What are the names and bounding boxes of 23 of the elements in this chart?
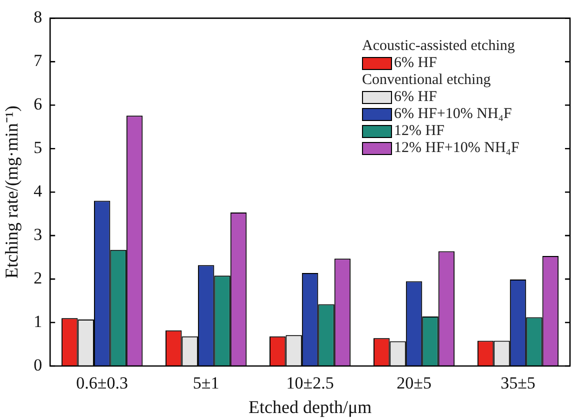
y-tick-label: 1: [34, 312, 42, 331]
y-tick-label: 0: [34, 355, 42, 374]
y-tick-label: 6: [34, 94, 42, 114]
y-tick-label: 5: [34, 138, 42, 158]
y-tick-label: 4: [34, 182, 43, 201]
legend-label: 6% HF: [394, 55, 437, 72]
annotation: Acoustic-assisted etching: [362, 38, 516, 55]
legend-label: 12% HF: [394, 123, 444, 140]
legend-label: 6% HF: [394, 89, 437, 106]
y-axis-title: Etching rate/(mg·min⁻¹): [2, 106, 22, 279]
x-tick-label: 35±5: [500, 374, 536, 393]
y-tick-label: 8: [34, 8, 42, 27]
x-tick-label: 0.6±0.3: [76, 374, 128, 393]
x-tick-label: 5±1: [192, 374, 220, 393]
x-tick-label: 10±2.5: [286, 374, 334, 393]
y-tick-label: 3: [34, 225, 42, 244]
annotation: Conventional etching: [362, 72, 492, 89]
legend-label: 6% HF+10% NH₄F: [394, 106, 512, 123]
x-tick-label: 20±5: [396, 374, 432, 393]
y-tick-label: 2: [34, 268, 42, 288]
legend-label: 12% HF+10% NH₄F: [394, 140, 520, 157]
y-tick-label: 7: [34, 51, 43, 70]
x-axis-title: Etched depth/μm: [248, 396, 372, 417]
